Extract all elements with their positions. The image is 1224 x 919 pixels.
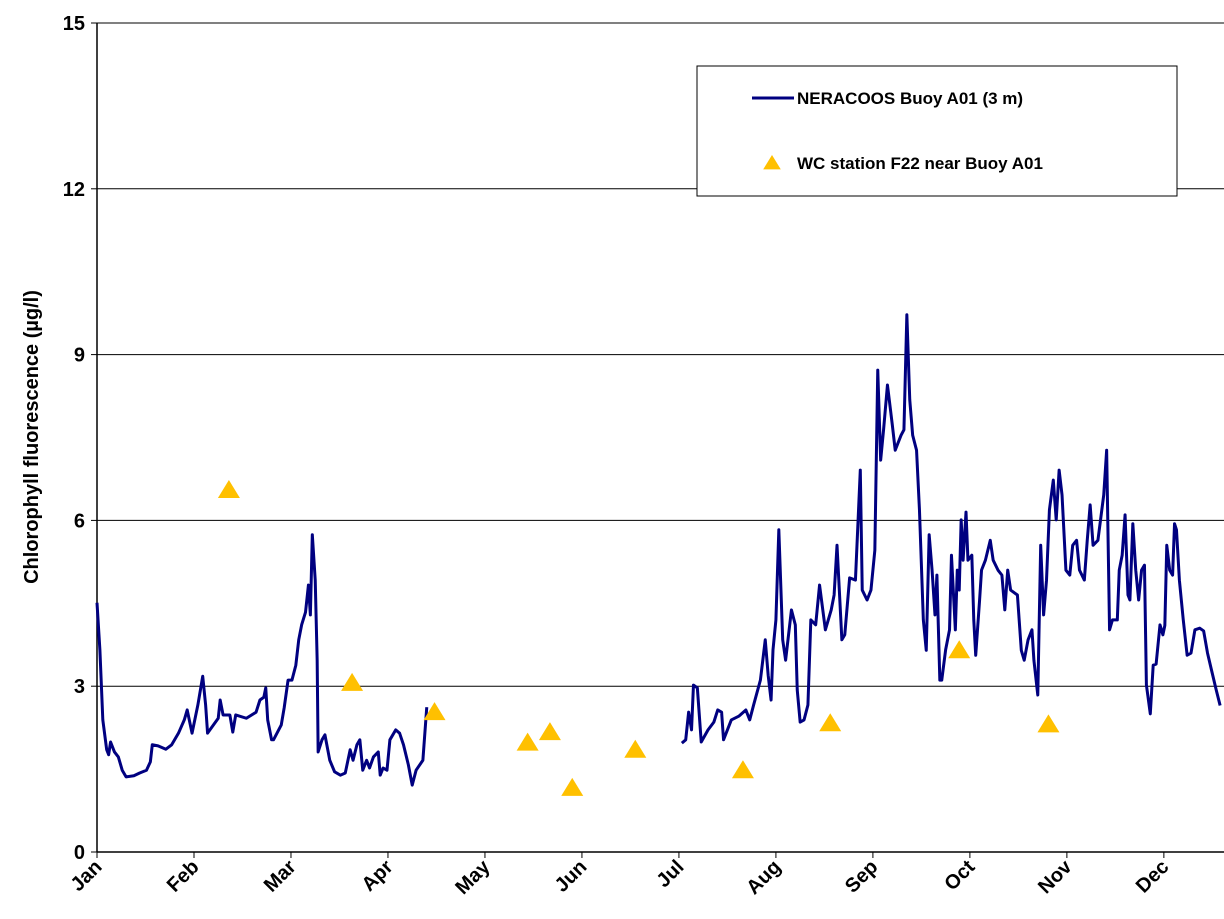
data-point xyxy=(538,722,561,741)
data-point xyxy=(423,702,446,721)
x-tick-label: Mar xyxy=(260,856,301,897)
data-point xyxy=(731,760,754,779)
y-tick-label: 9 xyxy=(74,345,85,367)
legend-label: NERACOOS Buoy A01 (3 m) xyxy=(797,89,1023,108)
legend-box xyxy=(696,65,1178,197)
data-point xyxy=(948,640,971,659)
y-tick-label: 12 xyxy=(63,179,85,201)
x-tick-label: Sep xyxy=(841,856,882,897)
y-tick-label: 15 xyxy=(63,13,85,35)
x-tick-label: Apr xyxy=(358,856,398,896)
y-axis-label: Chlorophyll fluorescence (µg/l) xyxy=(21,290,43,584)
x-tick-label: Oct xyxy=(940,856,979,895)
x-tick-label: Aug xyxy=(742,856,785,899)
legend-swatch xyxy=(763,155,781,170)
data-point xyxy=(516,732,539,751)
x-tick-label: May xyxy=(451,855,495,899)
x-tick-label: Jun xyxy=(551,856,592,897)
data-point xyxy=(341,672,364,691)
data-point xyxy=(1037,714,1060,733)
x-tick-label: Jul xyxy=(652,856,688,892)
y-tick-label: 0 xyxy=(74,842,85,864)
data-point xyxy=(561,777,584,796)
x-tick-label: Feb xyxy=(163,856,204,897)
legend-label: WC station F22 near Buoy A01 xyxy=(797,154,1043,173)
x-tick-label: Jan xyxy=(67,856,107,896)
y-tick-label: 3 xyxy=(74,676,85,698)
data-point xyxy=(624,739,647,758)
data-line xyxy=(95,313,1222,787)
data-point xyxy=(819,713,842,732)
x-tick-label: Dec xyxy=(1132,856,1174,898)
y-tick-label: 6 xyxy=(74,510,85,532)
data-point xyxy=(217,480,240,499)
x-tick-label: Nov xyxy=(1034,855,1077,898)
